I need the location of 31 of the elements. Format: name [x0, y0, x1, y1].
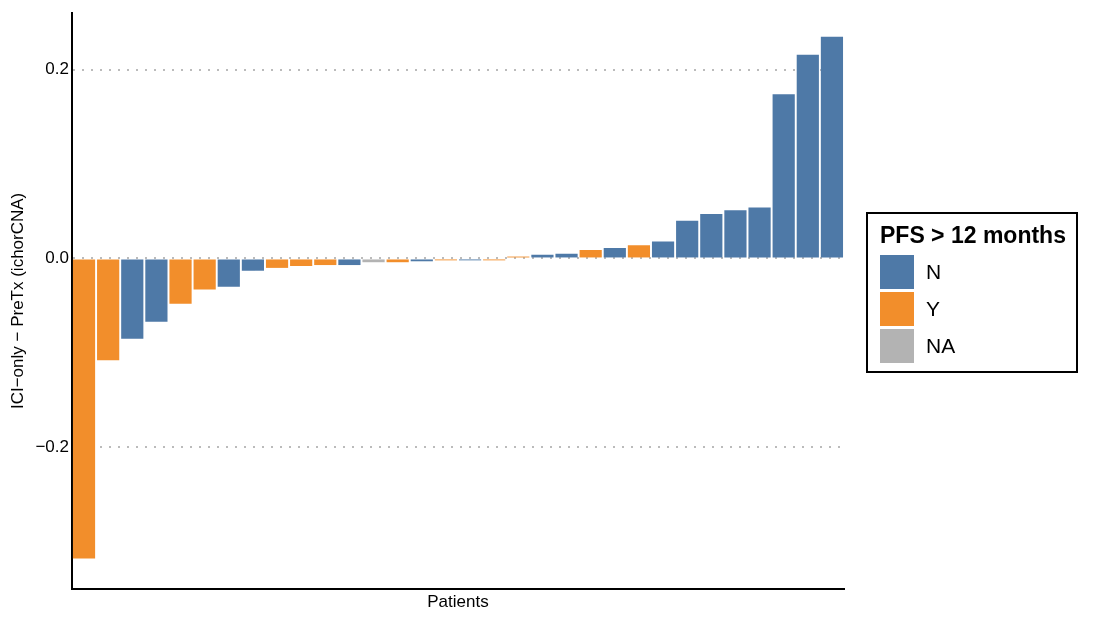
bar	[676, 220, 699, 258]
bar	[772, 94, 795, 258]
legend-label: NA	[926, 334, 956, 358]
y-axis-title: ICI−only − PreTx (ichorCNA)	[7, 192, 27, 410]
legend-label: N	[926, 260, 942, 284]
x-axis-title: Patients	[427, 592, 489, 612]
bar	[97, 259, 120, 361]
bar	[651, 241, 675, 258]
bar	[579, 249, 602, 258]
bar	[603, 248, 626, 258]
bar	[820, 36, 844, 258]
bar	[265, 259, 289, 268]
legend-label: Y	[926, 297, 941, 321]
bar	[121, 259, 144, 339]
legend-title: PFS > 12 months	[880, 222, 1066, 249]
bar	[145, 259, 168, 322]
bar	[169, 259, 192, 304]
bar	[796, 54, 819, 258]
bar	[700, 214, 723, 258]
bar	[72, 259, 96, 559]
bar	[241, 259, 265, 271]
bar	[217, 259, 240, 287]
bar	[290, 259, 313, 266]
bar	[627, 245, 651, 258]
bar	[193, 259, 216, 290]
bar	[338, 259, 361, 266]
bar	[386, 259, 409, 263]
y-tick-label: 0.2	[45, 59, 69, 79]
y-tick-label: −0.2	[35, 436, 69, 456]
bar	[314, 259, 337, 266]
y-tick-label: 0.0	[45, 248, 69, 268]
